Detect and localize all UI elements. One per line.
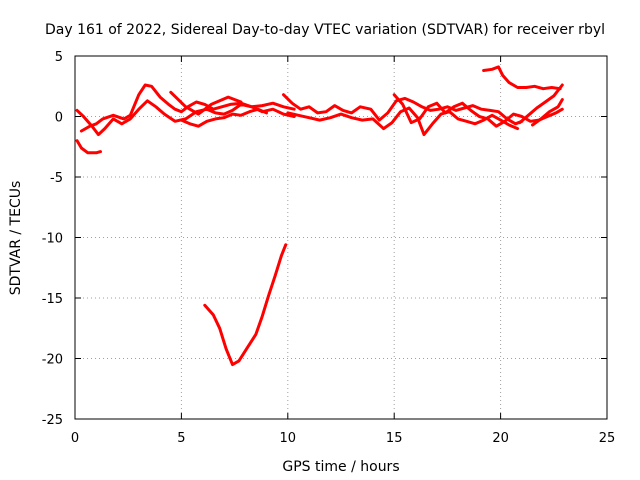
series-line-arc-4 — [179, 107, 268, 128]
series-line-arc-9 — [392, 93, 564, 128]
x-tick-label: 5 — [177, 431, 185, 446]
x-tick-label: 0 — [71, 431, 79, 446]
series-line-arc-1 — [75, 139, 102, 155]
series-line-arc-5 — [169, 90, 243, 116]
series-line-arc-12 — [531, 98, 564, 127]
x-tick-label: 10 — [280, 431, 297, 446]
y-tick-label: -10 — [42, 232, 63, 247]
y-tick-label: 0 — [55, 111, 63, 126]
y-tick-label: -25 — [42, 413, 63, 428]
series-line-arc-7 — [282, 93, 524, 126]
x-tick-label: 20 — [492, 431, 509, 446]
x-tick-label: 15 — [386, 431, 403, 446]
axis-ticks: 0 5 10 15 20 25 5 0 -5 -10 -15 -20 -25 — [42, 50, 616, 446]
y-tick-label: -5 — [50, 171, 63, 186]
series-line-arc-11 — [518, 83, 564, 125]
y-tick-label: 5 — [55, 50, 63, 65]
y-tick-label: -15 — [42, 292, 63, 307]
y-tick-label: -20 — [42, 353, 63, 368]
series-line-arc-6 — [203, 243, 288, 367]
x-axis-label: GPS time / hours — [282, 459, 399, 475]
series-line-arc-8 — [286, 106, 520, 137]
chart-title: Day 161 of 2022, Sidereal Day-to-day VTE… — [45, 22, 605, 38]
series-line-arc-3 — [79, 83, 296, 133]
series-group — [75, 65, 564, 367]
series-line-arc-10 — [482, 65, 562, 91]
x-tick-label: 25 — [599, 431, 616, 446]
y-axis-label: SDTVAR / TECUs — [8, 181, 24, 296]
